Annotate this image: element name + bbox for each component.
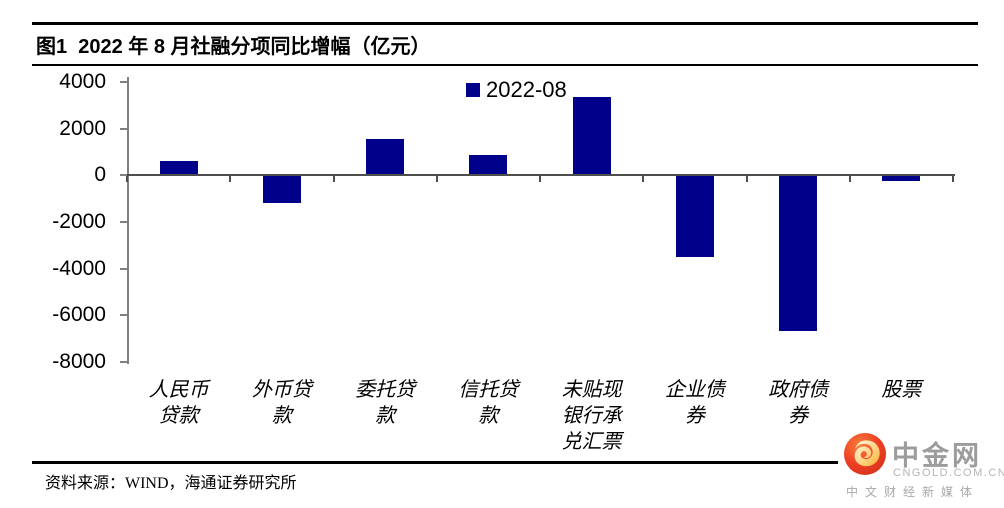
bar-5 — [572, 96, 611, 176]
cngold-tagline-text: 中文财经新媒体 — [846, 485, 980, 499]
cngold-swirl-icon — [844, 433, 886, 475]
y-axis-line — [127, 77, 129, 364]
x-axis-label-4: 信托贷 款 — [458, 379, 519, 427]
y-axis-tick — [120, 221, 127, 223]
x-axis-line — [127, 174, 955, 177]
x-axis-tick — [435, 176, 438, 183]
x-axis-tick — [126, 176, 128, 183]
bar-6 — [675, 175, 714, 258]
bottom-rule — [32, 461, 978, 464]
x-axis-label-5: 未贴现 银行承 兑汇票 — [561, 379, 622, 453]
top-rule — [32, 22, 978, 25]
cngold-watermark: 中金网 CNGOLD.COM.CN 中文财经新媒体 — [838, 429, 1004, 508]
bar-8 — [882, 175, 921, 181]
y-axis-tick — [120, 81, 127, 83]
x-axis-tick — [229, 176, 232, 183]
y-axis-tick-label: 0 — [94, 163, 106, 187]
bar-2 — [262, 175, 301, 203]
bar-1 — [159, 160, 198, 176]
x-axis-tick — [642, 176, 645, 183]
x-axis-tick — [745, 176, 748, 183]
bar-7 — [779, 175, 818, 332]
x-axis-label-2: 外币贷 款 — [251, 379, 312, 427]
y-axis-tick — [120, 314, 127, 317]
x-axis-label-7: 政府债 券 — [768, 379, 829, 427]
chart-title: 图1 2022 年 8 月社融分项同比增幅（亿元） — [36, 36, 431, 58]
x-axis-tick — [332, 176, 335, 183]
legend-label: 2022-08 — [486, 77, 567, 102]
y-axis-tick — [120, 174, 127, 177]
y-axis-tick-label: -4000 — [52, 256, 106, 280]
y-axis-tick-label: 2000 — [59, 116, 106, 140]
x-axis-tick — [539, 176, 541, 183]
y-axis-tick-label: -6000 — [52, 303, 106, 327]
y-axis-tick — [120, 267, 127, 270]
bar-4 — [469, 154, 508, 176]
x-axis-label-6: 企业债 券 — [664, 379, 725, 427]
bar-3 — [366, 138, 405, 176]
x-axis-label-8: 股票 — [881, 379, 922, 401]
source-note: 资料来源：WIND，海通证券研究所 — [45, 475, 297, 492]
legend-swatch-icon — [466, 83, 480, 97]
x-axis-label-1: 人民币 贷款 — [148, 379, 209, 427]
legend: 2022-08 — [466, 79, 567, 101]
y-axis-tick-label: -8000 — [52, 350, 106, 373]
y-axis-tick-label: 4000 — [59, 70, 106, 93]
cngold-logo-text: 中金网 — [892, 441, 982, 471]
cngold-domain-text: CNGOLD.COM.CN — [893, 467, 1004, 479]
x-axis-label-3: 委托贷 款 — [355, 379, 416, 427]
y-axis-tick — [120, 127, 127, 130]
x-axis-tick — [848, 176, 851, 183]
title-underline-rule — [32, 64, 978, 66]
x-axis-tick — [952, 176, 954, 183]
y-axis-tick-label: -2000 — [52, 210, 106, 233]
y-axis-tick — [120, 361, 127, 363]
